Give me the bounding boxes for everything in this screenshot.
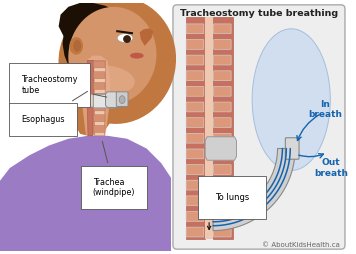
FancyBboxPatch shape	[214, 102, 231, 112]
Text: Tracheostomy tube breathing: Tracheostomy tube breathing	[180, 9, 338, 18]
Ellipse shape	[73, 40, 81, 52]
Text: To lungs: To lungs	[215, 193, 249, 202]
Ellipse shape	[119, 96, 125, 104]
FancyBboxPatch shape	[186, 40, 204, 49]
Text: © AboutKidsHealth.ca: © AboutKidsHealth.ca	[262, 242, 340, 248]
FancyBboxPatch shape	[214, 40, 231, 49]
FancyBboxPatch shape	[214, 24, 231, 34]
Polygon shape	[0, 136, 171, 251]
Ellipse shape	[123, 35, 131, 43]
Text: Trachea
(windpipe): Trachea (windpipe)	[93, 141, 135, 197]
FancyBboxPatch shape	[93, 115, 105, 122]
FancyBboxPatch shape	[186, 86, 204, 96]
Polygon shape	[94, 60, 105, 136]
FancyBboxPatch shape	[186, 71, 204, 81]
Ellipse shape	[130, 53, 144, 59]
FancyBboxPatch shape	[186, 212, 204, 221]
FancyBboxPatch shape	[93, 61, 105, 68]
FancyBboxPatch shape	[116, 92, 128, 106]
Polygon shape	[205, 137, 236, 160]
FancyBboxPatch shape	[186, 24, 204, 34]
Polygon shape	[213, 149, 295, 231]
FancyBboxPatch shape	[214, 133, 231, 143]
FancyBboxPatch shape	[214, 86, 231, 96]
Ellipse shape	[252, 29, 330, 170]
Polygon shape	[59, 3, 155, 89]
Text: In
breath: In breath	[308, 100, 342, 119]
Polygon shape	[68, 56, 115, 136]
FancyBboxPatch shape	[186, 227, 204, 237]
Polygon shape	[205, 17, 213, 239]
FancyBboxPatch shape	[186, 165, 204, 174]
FancyBboxPatch shape	[214, 118, 231, 128]
FancyBboxPatch shape	[173, 5, 345, 249]
Polygon shape	[87, 60, 94, 136]
FancyBboxPatch shape	[214, 212, 231, 221]
FancyBboxPatch shape	[93, 104, 105, 111]
FancyBboxPatch shape	[186, 196, 204, 206]
FancyBboxPatch shape	[87, 94, 94, 107]
FancyBboxPatch shape	[214, 165, 231, 174]
FancyBboxPatch shape	[186, 118, 204, 128]
Text: Tracheostomy
tube: Tracheostomy tube	[21, 75, 107, 97]
Text: Out
breath: Out breath	[314, 158, 348, 178]
Ellipse shape	[68, 7, 156, 104]
FancyBboxPatch shape	[214, 180, 231, 190]
Ellipse shape	[58, 0, 176, 124]
Text: Esophagus: Esophagus	[21, 91, 88, 124]
FancyBboxPatch shape	[214, 196, 231, 206]
FancyBboxPatch shape	[186, 102, 204, 112]
Ellipse shape	[117, 34, 133, 42]
FancyBboxPatch shape	[214, 227, 231, 237]
FancyBboxPatch shape	[214, 149, 231, 159]
FancyBboxPatch shape	[214, 71, 231, 81]
Ellipse shape	[76, 65, 135, 95]
Polygon shape	[82, 56, 110, 136]
FancyBboxPatch shape	[93, 83, 105, 89]
FancyBboxPatch shape	[186, 55, 204, 65]
Ellipse shape	[69, 37, 83, 55]
FancyBboxPatch shape	[93, 93, 105, 100]
FancyBboxPatch shape	[186, 133, 204, 143]
FancyBboxPatch shape	[93, 72, 105, 79]
FancyBboxPatch shape	[186, 149, 204, 159]
Polygon shape	[213, 17, 232, 239]
FancyBboxPatch shape	[93, 94, 116, 108]
Polygon shape	[140, 28, 153, 46]
Polygon shape	[186, 17, 205, 239]
FancyBboxPatch shape	[214, 55, 231, 65]
FancyBboxPatch shape	[186, 180, 204, 190]
Polygon shape	[105, 92, 121, 107]
FancyBboxPatch shape	[286, 138, 299, 159]
FancyBboxPatch shape	[93, 125, 105, 132]
